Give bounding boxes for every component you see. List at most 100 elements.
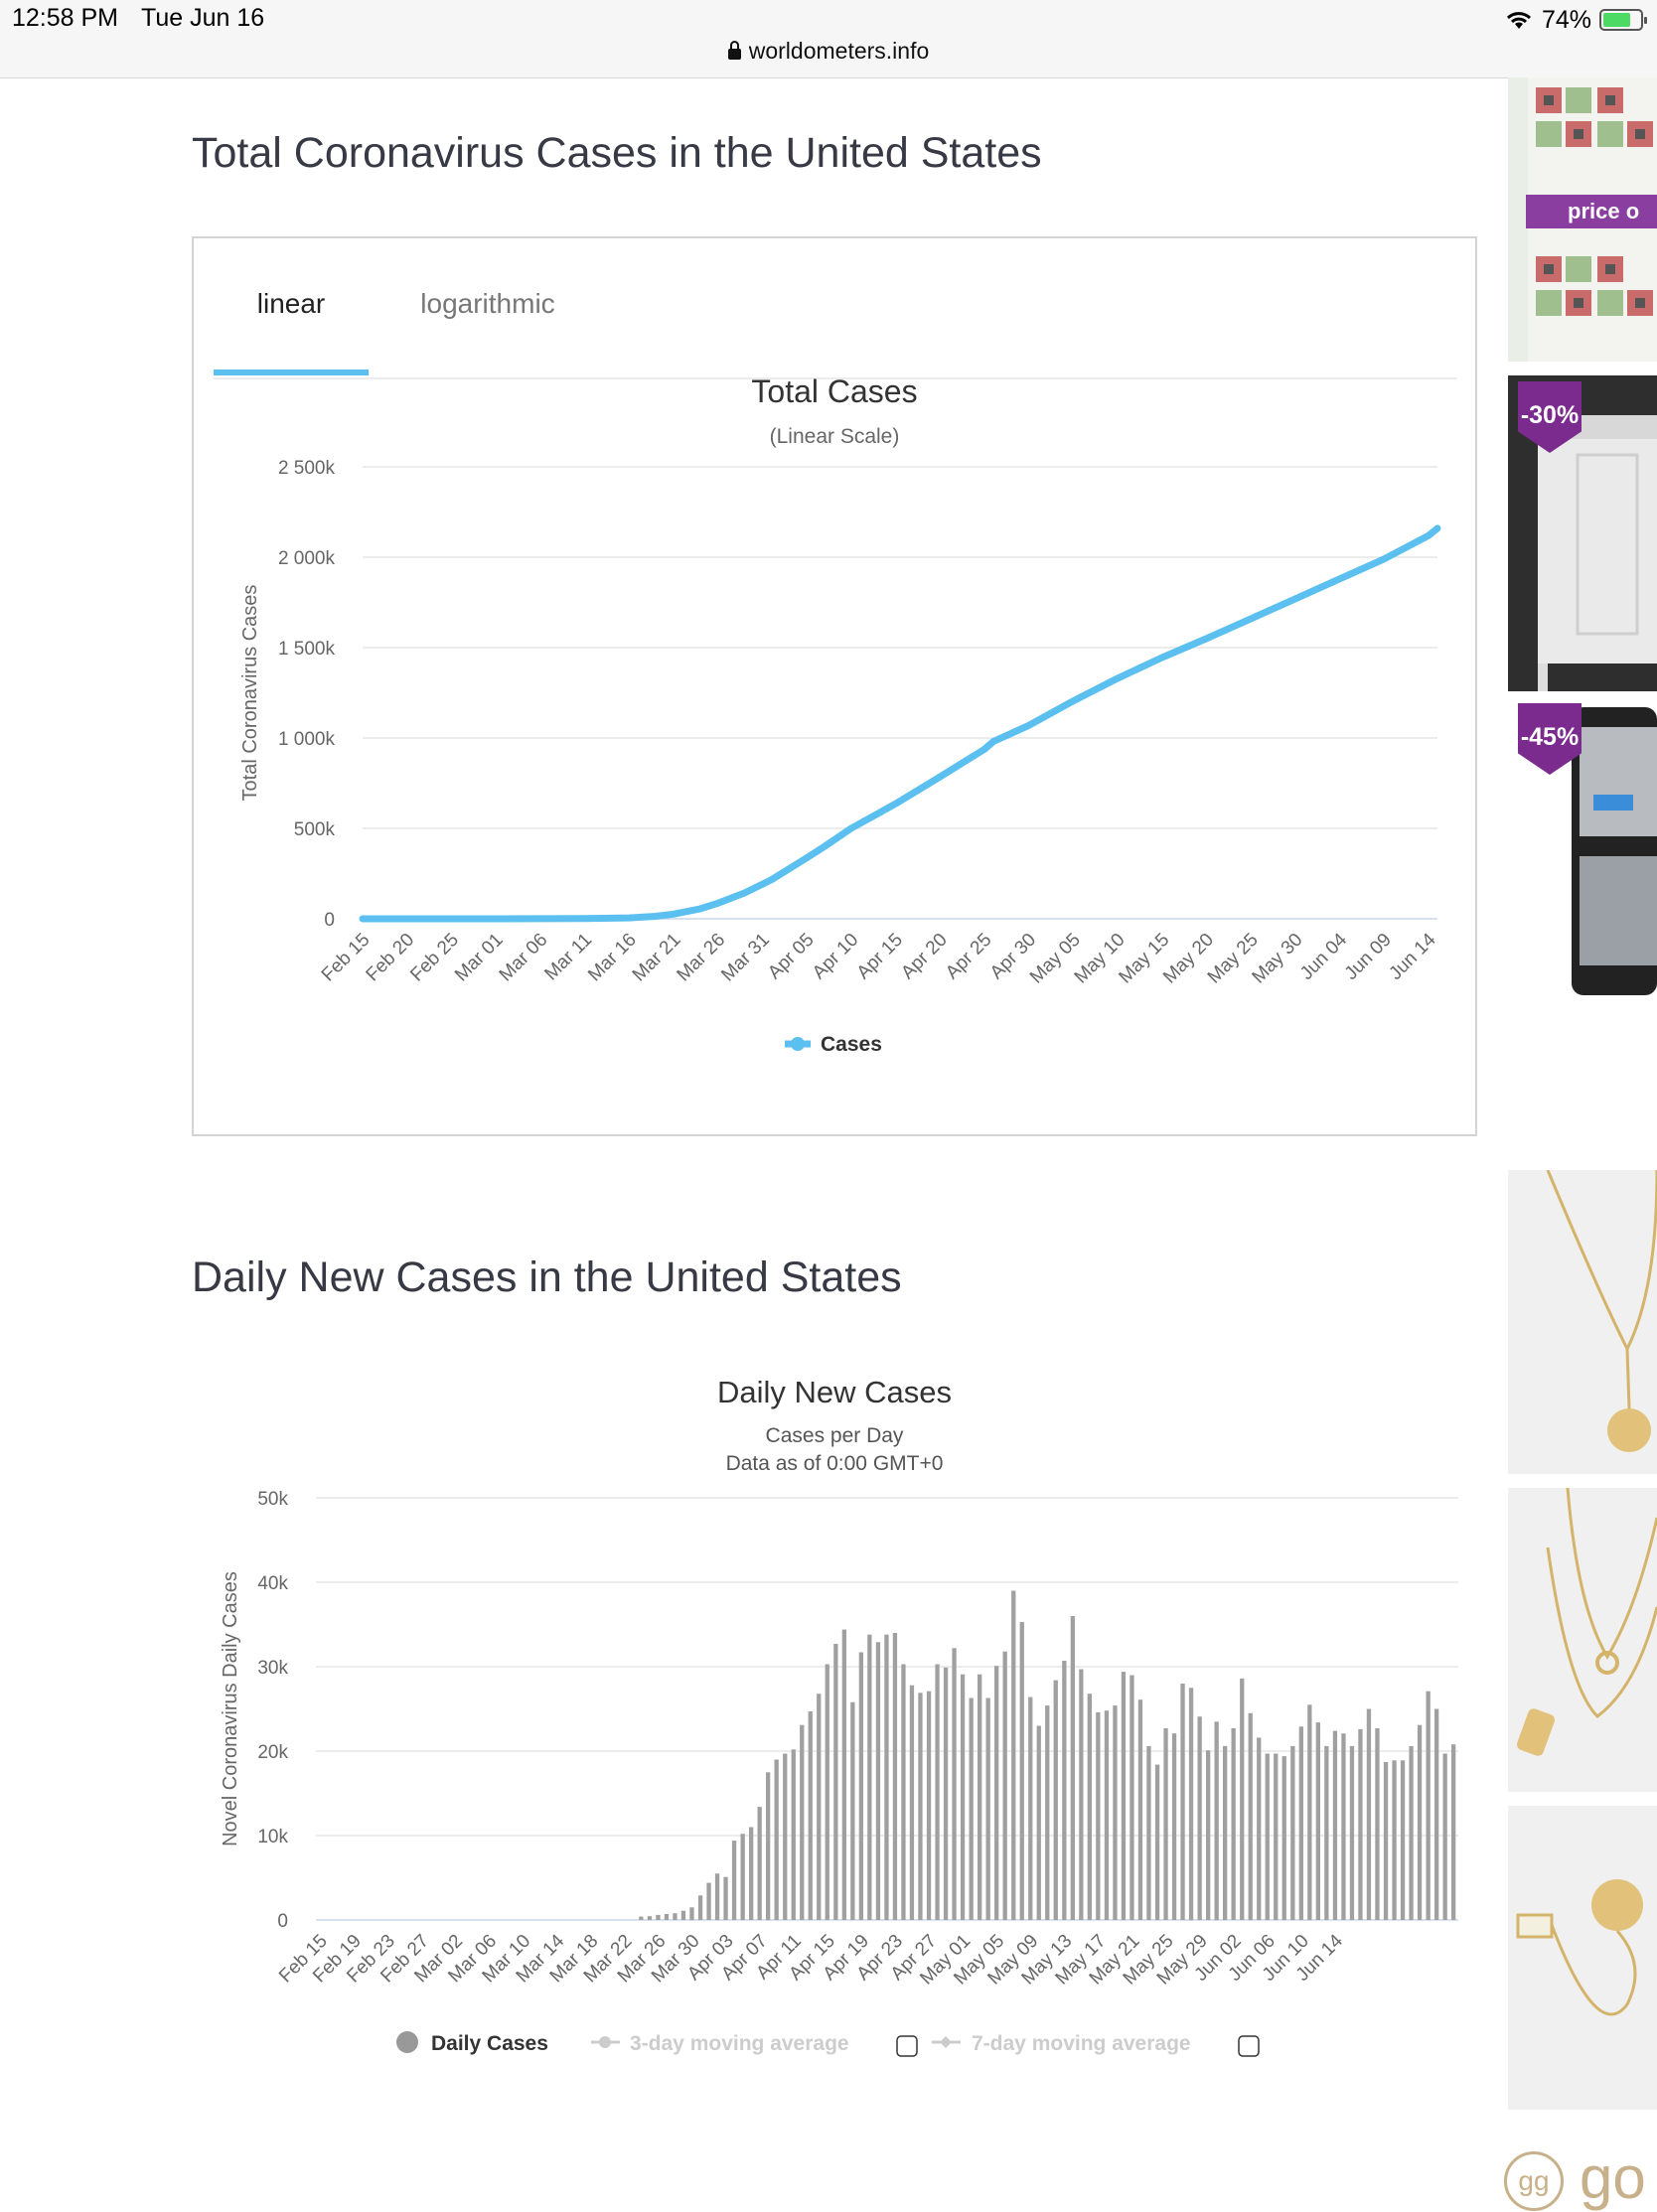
- daily-cases-bar: [791, 1749, 796, 1920]
- daily-cases-bar: [1409, 1745, 1414, 1920]
- daily-cases-bar: [994, 1666, 999, 1920]
- legend-3day-checkbox[interactable]: [896, 2035, 918, 2057]
- total-cases-chart: Total Cases (Linear Scale) 0 500k 1 000k 1 50…: [239, 373, 1441, 1056]
- status-time: 12:58 PM: [12, 4, 119, 32]
- tab-logarithmic[interactable]: logarithmic: [420, 288, 555, 319]
- daily-cases-bar: [1358, 1728, 1363, 1920]
- daily-cases-bar: [1163, 1728, 1168, 1920]
- daily-cases-bar: [943, 1667, 949, 1920]
- legend-7day-checkbox[interactable]: [1238, 2035, 1260, 2057]
- y-axis-label: Novel Coronavirus Daily Cases: [220, 1571, 241, 1846]
- daily-cases-bar: [1180, 1684, 1185, 1920]
- chart-subtitle-data-as-of: Data as of 0:00 GMT+0: [726, 1452, 944, 1475]
- daily-cases-bar: [1188, 1688, 1194, 1921]
- daily-cases-bar: [639, 1916, 644, 1920]
- necklace-image: [1546, 1170, 1657, 1452]
- daily-cases-bar: [1231, 1728, 1236, 1920]
- total-cases-section-title: Total Coronavirus Cases in the United St…: [192, 129, 1042, 177]
- y-tick-label: 50k: [257, 1489, 288, 1510]
- daily-cases-bar: [740, 1834, 745, 1920]
- cabinet-image: [1538, 415, 1657, 691]
- total-cases-chart-box: linear logarithmic: [192, 236, 1477, 1136]
- daily-cases-bar: [1383, 1762, 1389, 1920]
- daily-cases-bar: [1062, 1661, 1067, 1920]
- necklace-image: [1517, 1488, 1657, 1756]
- daily-cases-bar: [1281, 1756, 1286, 1920]
- daily-cases-bar: [1315, 1722, 1320, 1920]
- daily-cases-bar: [808, 1711, 813, 1920]
- daily-cases-bar: [1265, 1753, 1270, 1920]
- brand-logo[interactable]: gg: [1504, 2151, 1564, 2211]
- daily-cases-bar: [1290, 1745, 1295, 1920]
- y-tick-label: 0: [324, 910, 335, 931]
- daily-cases-bar: [749, 1827, 754, 1920]
- daily-cases-bar: [766, 1772, 771, 1921]
- status-right: 74%: [1504, 4, 1647, 36]
- ad-cabinet[interactable]: -30%: [1508, 375, 1657, 691]
- daily-cases-bar: [1019, 1622, 1024, 1920]
- ad-coffee-maker[interactable]: -45%: [1508, 697, 1657, 1007]
- earring-image: [1516, 1879, 1643, 2016]
- daily-cases-bar: [1417, 1724, 1423, 1920]
- daily-cases-bar: [926, 1691, 932, 1920]
- daily-cases-bar: [1274, 1753, 1279, 1920]
- legend-cases-marker: [791, 1037, 805, 1051]
- daily-cases-bar: [1324, 1745, 1329, 1920]
- ad-necklace-2[interactable]: [1508, 1488, 1657, 1792]
- y-tick-label: 0: [277, 1911, 288, 1932]
- status-date: Tue Jun 16: [141, 4, 265, 32]
- daily-cases-bar: [1079, 1669, 1084, 1920]
- chart-subtitle: (Linear Scale): [770, 425, 900, 448]
- ad-quilt[interactable]: price o: [1508, 77, 1657, 362]
- daily-cases-bar: [1036, 1725, 1041, 1920]
- legend-daily-cases-marker: [396, 2031, 418, 2053]
- daily-cases-bar: [817, 1694, 822, 1920]
- y-tick-label: 2 500k: [278, 458, 336, 479]
- daily-cases-bar: [664, 1914, 670, 1920]
- daily-cases-bar: [1392, 1760, 1397, 1920]
- battery-icon: [1599, 9, 1647, 31]
- daily-cases-bar: [1332, 1730, 1338, 1920]
- y-tick-label: 10k: [257, 1827, 288, 1847]
- daily-cases-bar: [875, 1642, 881, 1920]
- ad-necklace-1[interactable]: [1508, 1170, 1657, 1474]
- daily-cases-bar: [1096, 1711, 1101, 1920]
- legend-3day-marker: [599, 2036, 611, 2048]
- daily-cases-bar: [706, 1882, 711, 1920]
- daily-cases-bar: [850, 1701, 855, 1920]
- tab-linear[interactable]: linear: [256, 288, 326, 319]
- coffee-maker-image: [1572, 707, 1657, 995]
- y-tick-label: 20k: [257, 1742, 288, 1763]
- daily-cases-bar: [892, 1633, 898, 1920]
- daily-cases-section-title: Daily New Cases in the United States: [192, 1253, 902, 1301]
- ad-earring[interactable]: [1508, 1806, 1657, 2110]
- daily-cases-bar: [1070, 1616, 1075, 1920]
- daily-cases-bar: [673, 1913, 678, 1920]
- cases-series-line: [359, 524, 1441, 923]
- daily-cases-bar: [731, 1841, 737, 1920]
- daily-cases-bar: [960, 1674, 966, 1920]
- daily-cases-bar: [1146, 1745, 1151, 1920]
- daily-cases-bar: [1171, 1733, 1177, 1920]
- daily-cases-bar: [723, 1876, 728, 1920]
- daily-cases-bar: [969, 1697, 974, 1920]
- daily-cases-bar: [1011, 1590, 1016, 1920]
- daily-cases-bar: [800, 1724, 805, 1920]
- ad-price-label: price o: [1526, 195, 1657, 228]
- chart-title: Daily New Cases: [717, 1375, 952, 1409]
- y-tick-label: 500k: [294, 819, 336, 840]
- battery-percent: 74%: [1541, 5, 1591, 34]
- daily-cases-bar: [1341, 1733, 1346, 1920]
- y-tick-label: 1 500k: [278, 639, 336, 660]
- daily-new-cases-chart: Daily New Cases Cases per Day Data as of 0…: [220, 1375, 1458, 2057]
- url-bar[interactable]: worldometers.info: [0, 38, 1657, 65]
- daily-cases-bar: [757, 1807, 762, 1920]
- daily-cases-bar: [1240, 1678, 1245, 1920]
- y-tick-label: 1 000k: [278, 729, 336, 750]
- daily-cases-bar: [841, 1629, 846, 1920]
- daily-cases-bar: [1087, 1694, 1092, 1920]
- daily-cases-bar: [867, 1634, 872, 1920]
- legend-7day-label: 7-day moving average: [972, 2032, 1191, 2055]
- y-tick-label: 2 000k: [278, 548, 336, 569]
- ad-column: price o -30% -45%: [1508, 77, 1657, 2209]
